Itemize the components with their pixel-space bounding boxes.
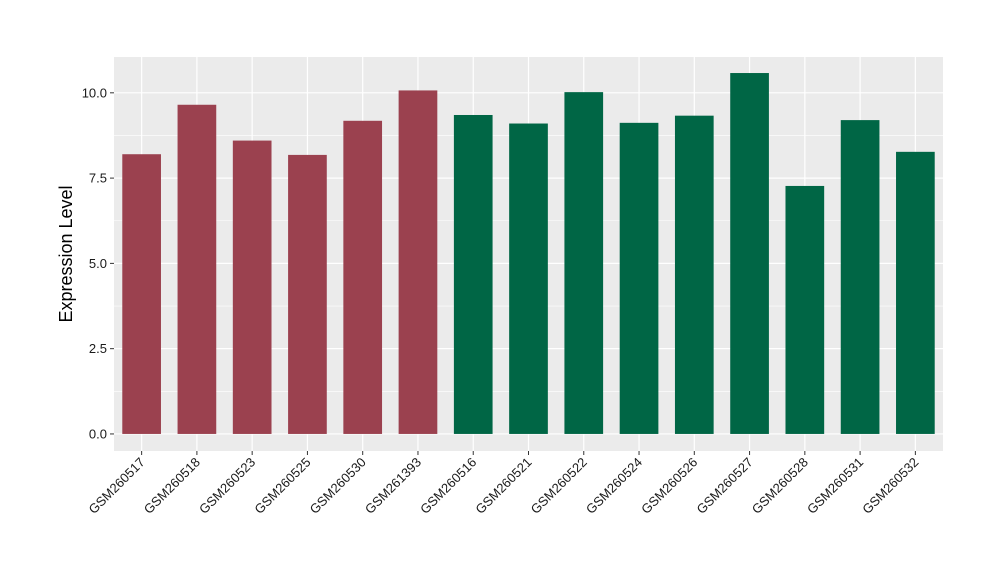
y-tick-label: 0.0 — [89, 426, 107, 441]
bar-GSM260526 — [674, 115, 714, 434]
bar-GSM261393 — [398, 90, 438, 434]
y-tick-label: 5.0 — [89, 256, 107, 271]
x-tick-label: GSM260530 — [307, 455, 369, 517]
bar-GSM260521 — [509, 123, 548, 434]
bar-GSM260528 — [785, 185, 825, 434]
x-tick-label: GSM260516 — [417, 455, 479, 517]
y-tick-label: 7.5 — [89, 171, 107, 186]
x-tick-label: GSM260524 — [583, 455, 645, 517]
x-tick-label: GSM260527 — [693, 455, 755, 517]
x-tick-label: GSM260522 — [528, 455, 590, 517]
y-axis: 0.0 2.5 5.0 7.5 10.0 — [82, 85, 114, 441]
bar-GSM260518 — [177, 104, 217, 434]
x-tick-label: GSM260518 — [141, 455, 203, 517]
x-tick-label: GSM260532 — [859, 455, 921, 517]
bars — [122, 73, 935, 434]
y-tick-label: 10.0 — [82, 85, 107, 100]
bar-GSM260530 — [343, 120, 383, 434]
x-tick-label: GSM261393 — [362, 455, 424, 517]
bar-GSM260532 — [896, 151, 935, 434]
bar-GSM260517 — [122, 154, 161, 434]
bar-GSM260516 — [453, 114, 493, 434]
x-tick-label: GSM260521 — [472, 455, 534, 517]
x-axis: GSM260517GSM260518GSM260523GSM260525GSM2… — [86, 451, 921, 517]
x-tick-label: GSM260531 — [804, 455, 866, 517]
x-tick-label: GSM260528 — [749, 455, 811, 517]
bar-GSM260527 — [730, 73, 769, 434]
x-tick-label: GSM260523 — [196, 455, 258, 517]
x-tick-label: GSM260517 — [86, 455, 148, 517]
bar-GSM260531 — [840, 120, 880, 434]
x-tick-label: GSM260525 — [251, 455, 313, 517]
bar-GSM260524 — [619, 122, 659, 434]
y-axis-title: Expression Level — [56, 185, 76, 322]
bar-GSM260523 — [232, 140, 272, 434]
bar-GSM260522 — [564, 92, 604, 434]
bar-GSM260525 — [288, 154, 327, 434]
y-tick-label: 2.5 — [89, 341, 107, 356]
x-tick-label: GSM260526 — [638, 455, 700, 517]
